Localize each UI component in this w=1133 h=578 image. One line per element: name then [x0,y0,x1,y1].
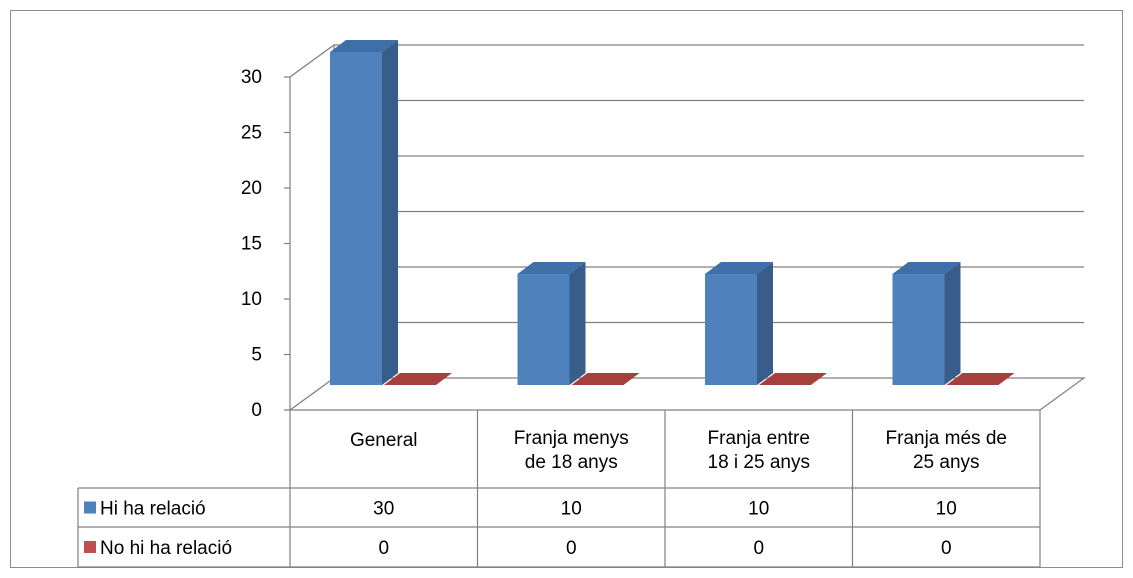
y-tick-label: 0 [251,400,262,421]
data-table-value: 0 [378,538,389,559]
category-label: 25 anys [913,452,980,473]
bar-top-face [705,262,773,274]
bar-no-hi-ha-relacio [384,373,452,385]
bar-front-face [892,274,945,385]
category-label: Franja entre [708,428,810,449]
bar-front-face [330,52,382,385]
bar-no-hi-ha-relacio [571,373,640,385]
category-label: Franja menys [514,428,629,449]
bar-no-hi-ha-relacio [946,373,1015,385]
bar-hi-ha-relacio [705,262,773,385]
gridline [289,44,1084,78]
axes [288,43,1086,412]
data-table-value: 10 [936,499,957,520]
data-table-value: 10 [561,499,582,520]
bar-side-face [757,262,773,385]
bar-top-face [517,262,586,274]
legend-swatch [84,501,96,514]
bar-front-face [705,274,757,385]
bar-top-face [892,262,961,274]
category-label: Franja més de [886,428,1007,449]
legend-label: Hi ha relació [100,499,206,520]
category-label: General [350,430,418,451]
bar-hi-ha-relacio [517,262,586,385]
bar-hi-ha-relacio [330,40,398,385]
data-table: General Franja menys de 18 anys Franja entr… [77,410,1041,568]
legend-swatch [84,541,96,553]
bar-top-face [759,373,827,385]
legend-label: No hi ha relació [100,538,232,559]
gridlines [289,44,1084,355]
y-tick-label: 30 [241,67,262,88]
bar-top-face [384,373,452,385]
gridline [289,321,1084,355]
bar-hi-ha-relacio [892,262,961,385]
gridline [289,155,1084,189]
data-table-value: 10 [748,499,769,520]
category-label: de 18 anys [525,452,618,473]
bar-no-hi-ha-relacio [759,373,827,385]
bars [330,40,1015,385]
bar-top-face [330,40,398,52]
side-wall [289,43,335,412]
y-tick-label: 5 [251,345,262,366]
gridline [289,210,1084,244]
y-tick-label: 15 [241,234,262,255]
y-tick-label: 20 [241,178,262,199]
data-table-value: 0 [566,538,577,559]
y-tick-label: 25 [241,123,262,144]
bar-side-face [382,40,398,385]
data-table-value: 0 [941,538,952,559]
y-axis-ticks: 0 5 10 15 20 25 30 [241,67,290,421]
bar-top-face [946,373,1015,385]
gridline [289,99,1084,133]
bar-front-face [517,274,570,385]
bar-side-face [569,262,586,385]
bar-top-face [571,373,640,385]
category-label: 18 i 25 anys [708,452,810,473]
bar-side-face [944,262,961,385]
data-table-value: 30 [373,499,394,520]
y-tick-label: 10 [241,289,262,310]
data-table-value: 0 [753,538,764,559]
gridline [289,266,1084,300]
